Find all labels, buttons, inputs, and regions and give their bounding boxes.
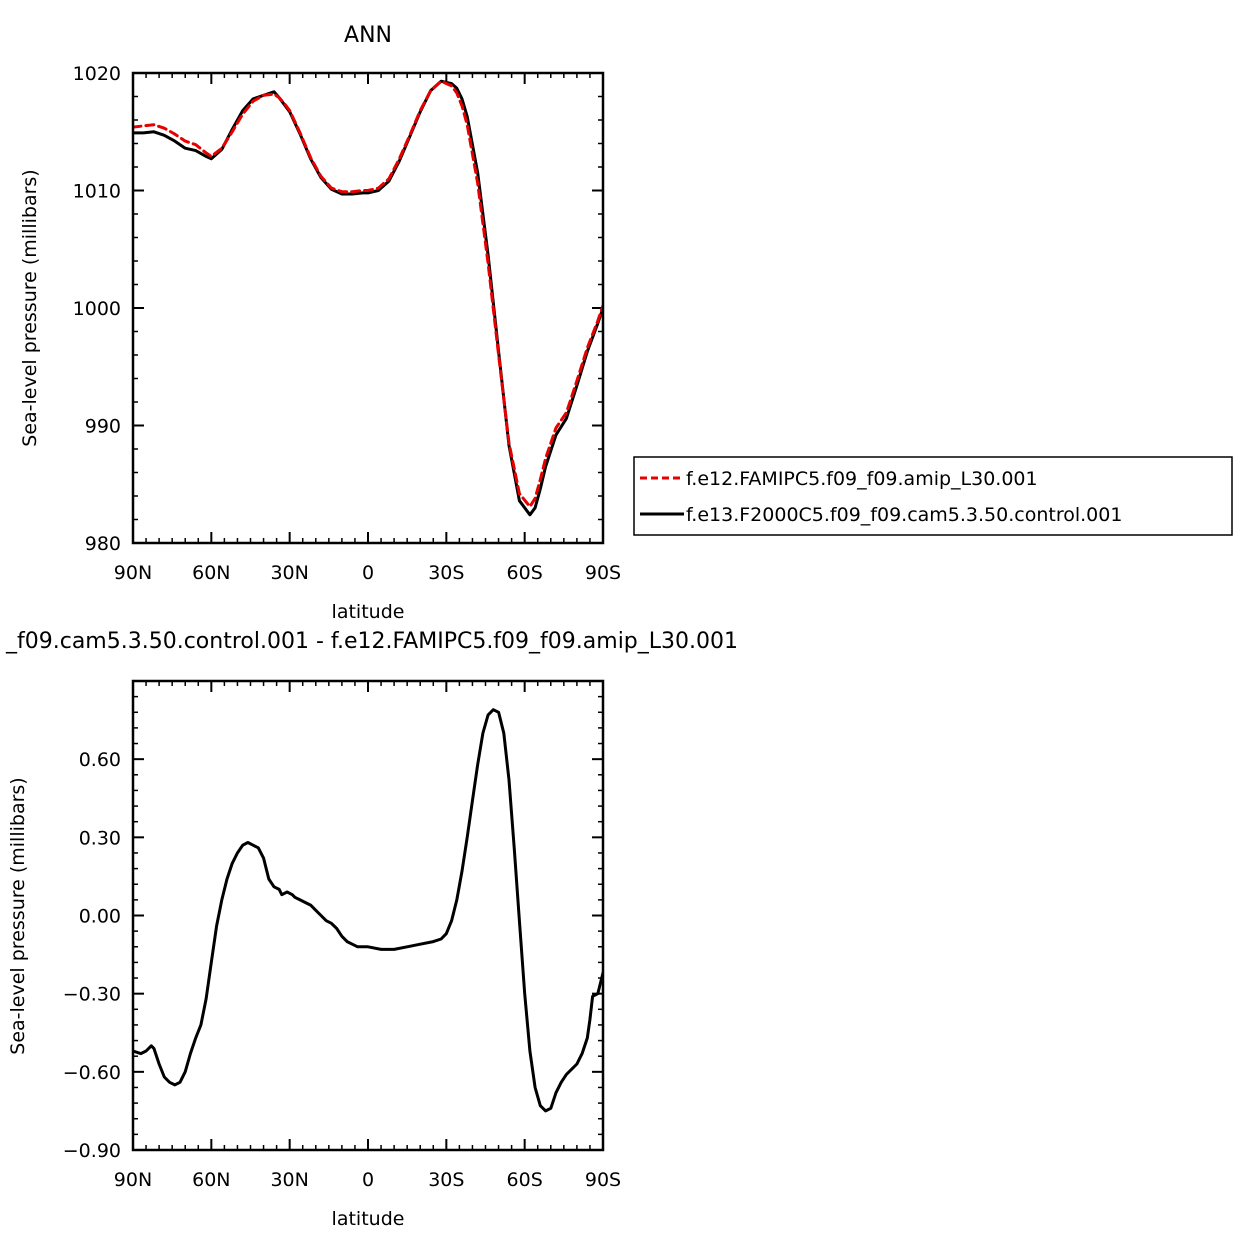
y-tick-label: 0.60 — [79, 749, 121, 771]
top-y-axis-title: Sea-level pressure (millibars) — [19, 169, 41, 446]
bottom-chart: _f09.cam5.3.50.control.001 - f.e12.FAMIP… — [5, 629, 738, 1230]
series-line-1 — [133, 79, 603, 509]
series-line-1 — [133, 708, 603, 1113]
x-tick-label: 60S — [507, 1169, 543, 1191]
legend-label-series-2: f.e13.F2000C5.f09_f09.cam5.3.50.control.… — [686, 504, 1122, 526]
y-tick-label: 980 — [85, 533, 121, 555]
y-tick-label: 1020 — [73, 63, 121, 85]
top-chart: ANN 90N 60N 30N 0 30S 60S 90S 980 990 1000 1010 102… — [19, 23, 1233, 623]
bottom-y-axis-title: Sea-level pressure (millibars) — [7, 777, 29, 1054]
y-tick-label: −0.90 — [63, 1140, 121, 1162]
x-tick-label: 0 — [362, 1169, 374, 1191]
legend-label-series-1: f.e12.FAMIPC5.f09_f09.amip_L30.001 — [686, 468, 1038, 490]
y-tick-label: 1000 — [73, 298, 121, 320]
top-chart-title: ANN — [344, 23, 392, 48]
x-tick-label: 90S — [585, 1169, 621, 1191]
bottom-chart-title: _f09.cam5.3.50.control.001 - f.e12.FAMIP… — [5, 629, 738, 654]
y-tick-label: 990 — [85, 416, 121, 438]
x-tick-label: 30S — [428, 562, 464, 584]
x-tick-label: 0 — [362, 562, 374, 584]
series-line-2 — [133, 79, 603, 517]
x-tick-label: 30S — [428, 1169, 464, 1191]
y-tick-label: −0.30 — [63, 984, 121, 1006]
bottom-plot-area: 90N 60N 30N 0 30S 60S 90S −0.90 −0.60 −0.30 0.00 0.… — [63, 679, 621, 1191]
x-tick-label: 30N — [270, 562, 308, 584]
legend: f.e12.FAMIPC5.f09_f09.amip_L30.001 f.e13… — [633, 456, 1233, 536]
legend-box — [633, 456, 1233, 536]
x-tick-label: 60N — [192, 1169, 230, 1191]
x-tick-label: 90S — [585, 562, 621, 584]
bottom-x-axis-title: latitude — [332, 1208, 405, 1230]
y-tick-label: 0.30 — [79, 827, 121, 849]
x-tick-label: 60S — [507, 562, 543, 584]
plot-frame — [131, 679, 605, 1152]
x-tick-label: 60N — [192, 562, 230, 584]
y-tick-label: 1010 — [73, 181, 121, 203]
top-plot-area: 90N 60N 30N 0 30S 60S 90S 980 990 1000 1010 1020 — [73, 63, 621, 584]
y-tick-label: −0.60 — [63, 1062, 121, 1084]
x-tick-label: 30N — [270, 1169, 308, 1191]
y-tick-label: 0.00 — [79, 906, 121, 928]
plot-frame — [131, 71, 605, 545]
top-x-axis-title: latitude — [332, 601, 405, 623]
x-tick-label: 90N — [114, 562, 152, 584]
x-tick-label: 90N — [114, 1169, 152, 1191]
